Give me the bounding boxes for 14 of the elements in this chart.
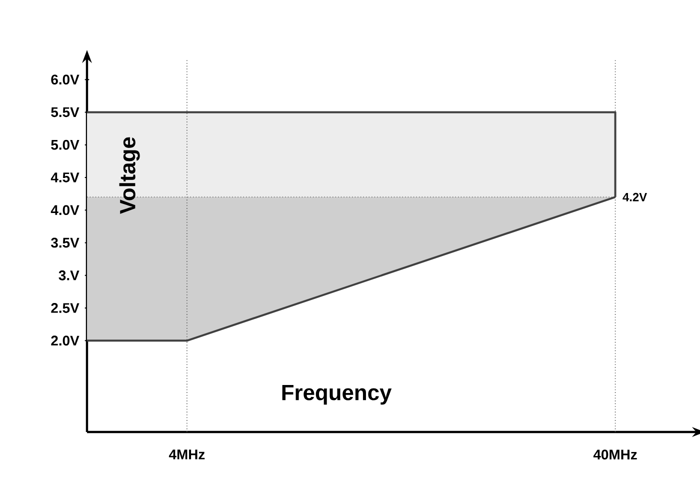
y-tick-label: 3.5V [50, 238, 80, 248]
x-axis-title: Frequency [282, 384, 392, 405]
y-tick-label: 6.0V [51, 74, 80, 85]
y-tick-label: 5.5V [51, 107, 80, 118]
y-tick-label: 2.5V [51, 303, 80, 313]
ref-line-label: 4.2V [622, 192, 647, 202]
y-tick-label: 2.0V [51, 336, 80, 346]
x-tick-label: 40MHz [593, 450, 637, 460]
x-tick-label: 4MHz [168, 450, 205, 460]
y-tick-label: 4.0V [50, 205, 80, 216]
y-tick-label: 3.V [58, 270, 80, 280]
y-tick-label: 4.5V [50, 172, 80, 182]
y-tick-label: 5.0V [51, 140, 80, 150]
y-axis-title: Voltage [119, 137, 140, 214]
